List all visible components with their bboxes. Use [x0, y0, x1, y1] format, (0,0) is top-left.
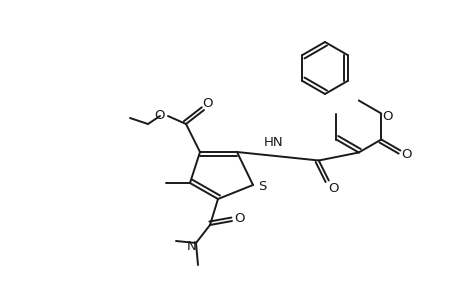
Text: O: O — [400, 148, 411, 160]
Text: O: O — [328, 182, 338, 195]
Text: N: N — [187, 239, 196, 253]
Text: HN: HN — [263, 136, 283, 149]
Text: S: S — [257, 179, 266, 193]
Text: O: O — [154, 109, 165, 122]
Text: O: O — [234, 212, 245, 224]
Text: O: O — [381, 110, 392, 123]
Text: O: O — [202, 97, 213, 110]
